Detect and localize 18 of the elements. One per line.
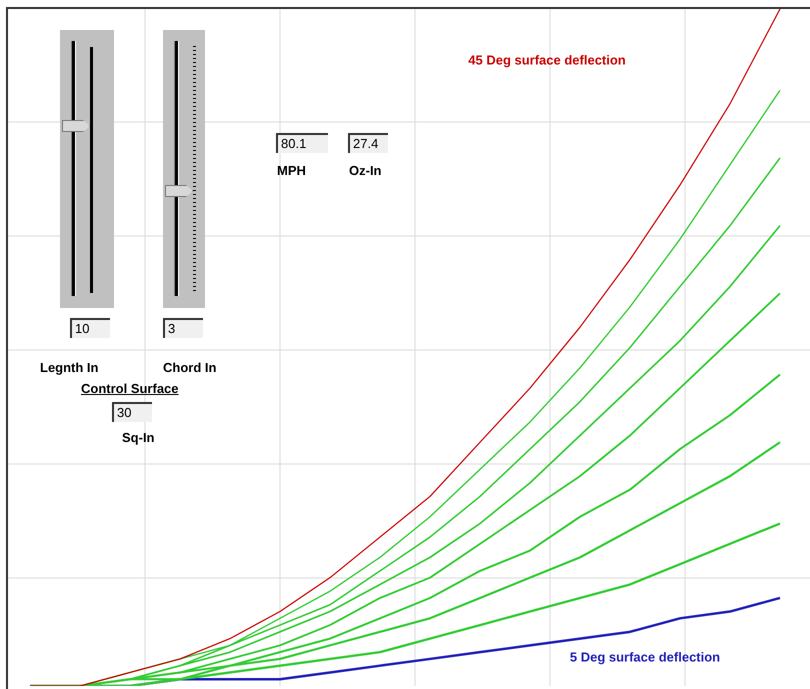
- annotation: Sq-In: [122, 430, 154, 445]
- annotation: 10: [75, 321, 90, 336]
- text-field: 80.1: [276, 133, 328, 153]
- annotation: 3: [168, 321, 176, 336]
- annotation: 80.1: [281, 136, 306, 151]
- annotation: Chord In: [163, 360, 216, 375]
- annotation: 30: [117, 405, 132, 420]
- annotation: MPH: [277, 163, 306, 178]
- annotation: Legnth In: [40, 360, 98, 375]
- text-field: 3: [163, 318, 203, 338]
- annotation: Control Surface: [81, 381, 179, 396]
- text: 45 Deg surface deflection: [468, 52, 626, 68]
- annotation: Oz-In: [349, 163, 382, 178]
- text-field: 27.4: [348, 133, 388, 153]
- series-label: 5 Deg surface deflection: [570, 650, 720, 664]
- text-field: 30: [112, 402, 152, 422]
- text-field: 10: [70, 318, 110, 338]
- annotation: 27.4: [353, 136, 378, 151]
